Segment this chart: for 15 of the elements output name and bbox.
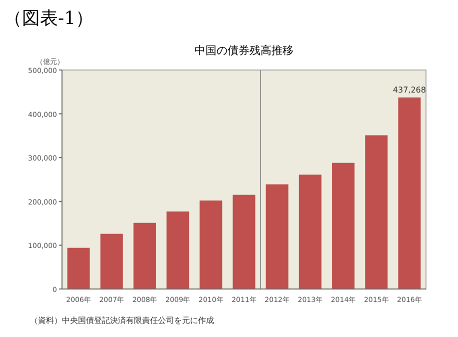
bar [398, 97, 421, 289]
data-label: 437,268 [392, 85, 426, 94]
bar [166, 211, 190, 289]
bar [232, 194, 256, 289]
bar [365, 135, 388, 289]
bar [133, 222, 156, 289]
bar [67, 248, 90, 289]
bar [100, 234, 123, 289]
chart-title: 中国の債券残高推移 [194, 44, 294, 57]
bar [200, 200, 222, 289]
text: （資料）中央国債登記決済有限責任公司を元に作成 [30, 316, 214, 325]
bar [298, 174, 322, 289]
chart-subtitle: （図表-1） [4, 8, 94, 29]
bar [266, 184, 288, 289]
bar [332, 162, 355, 289]
